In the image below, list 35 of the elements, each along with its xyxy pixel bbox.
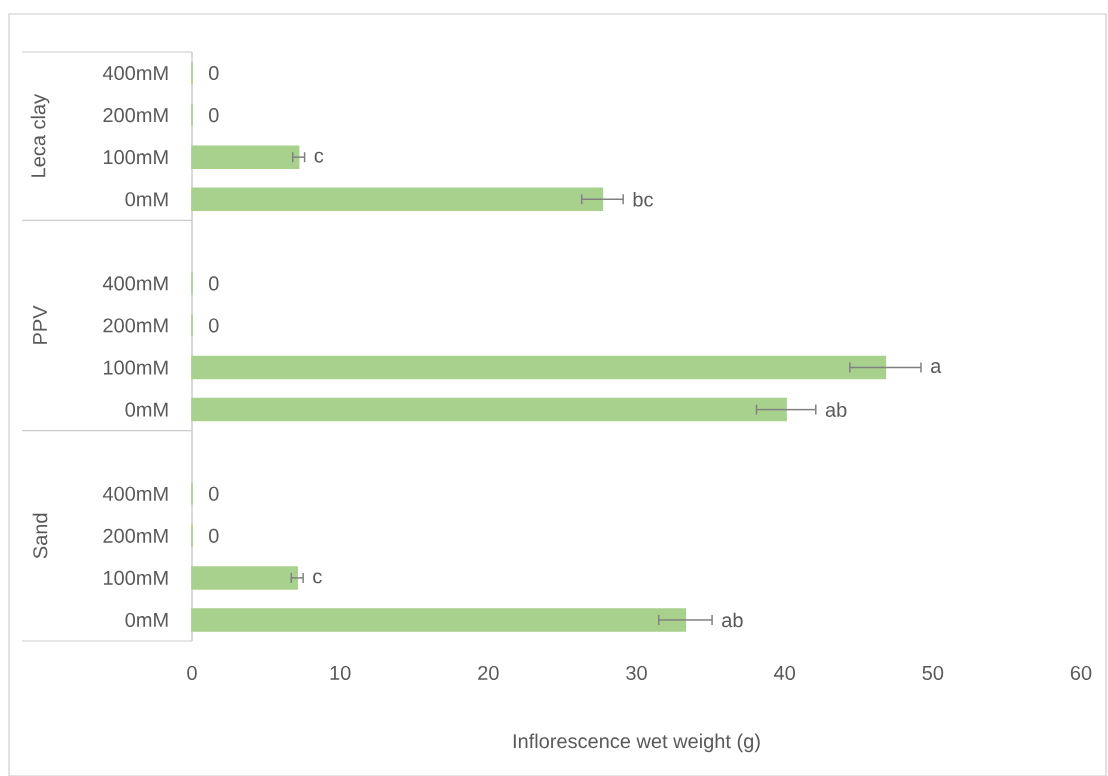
y-tick-label: 0mM bbox=[125, 192, 168, 207]
data-label: 0 bbox=[208, 108, 219, 123]
x-tick-label: 10 bbox=[330, 665, 351, 681]
y-tick-label: 0mM bbox=[125, 612, 168, 628]
y-tick-label: 400mM bbox=[102, 276, 168, 291]
data-label: a bbox=[931, 362, 942, 374]
data-label: 0 bbox=[208, 276, 219, 291]
y-tick-label: 400mM bbox=[102, 486, 168, 501]
x-tick-label: 40 bbox=[774, 665, 795, 681]
y-tick-label: 200mM bbox=[103, 108, 168, 123]
text: PPV bbox=[33, 305, 47, 344]
text: Sand bbox=[32, 513, 48, 559]
data-label: c bbox=[313, 572, 322, 584]
y-tick-label: 100mM bbox=[103, 150, 168, 165]
x-tick-label: 0 bbox=[187, 665, 197, 681]
data-label: bc bbox=[633, 191, 653, 207]
x-tick-label: 50 bbox=[922, 665, 944, 681]
y-tick-label: 400mM bbox=[102, 65, 168, 81]
data-label: 0 bbox=[208, 318, 219, 333]
y-tick-label: 100mM bbox=[103, 570, 168, 585]
y-tick-label: 100mM bbox=[103, 360, 168, 375]
x-tick-label: 60 bbox=[1070, 665, 1092, 681]
x-tick-label: 30 bbox=[626, 665, 647, 681]
data-label: 0 bbox=[208, 486, 219, 501]
data-label: 0 bbox=[208, 528, 219, 543]
data-label: 0 bbox=[208, 65, 219, 81]
data-label: ab bbox=[722, 612, 743, 628]
text: Leca clay bbox=[30, 93, 50, 177]
y-tick-label: 200mM bbox=[103, 528, 168, 543]
x-axis-title: Inflorescence wet weight (g) bbox=[513, 733, 760, 753]
y-tick-label: 200mM bbox=[103, 318, 168, 333]
data-label: ab bbox=[825, 402, 847, 417]
y-tick-label: 0mM bbox=[125, 402, 168, 417]
x-tick-label: 20 bbox=[478, 665, 499, 681]
data-label: c bbox=[314, 151, 324, 163]
